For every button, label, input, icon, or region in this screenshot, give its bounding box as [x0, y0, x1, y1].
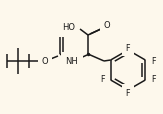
Text: F: F [100, 75, 105, 84]
Text: F: F [126, 88, 130, 97]
Text: HO: HO [62, 23, 75, 32]
Text: O: O [104, 21, 111, 30]
Text: O: O [42, 57, 48, 66]
Text: F: F [151, 57, 156, 66]
Text: O: O [58, 24, 64, 33]
Text: NH: NH [66, 57, 78, 66]
Text: F: F [151, 75, 156, 84]
Text: F: F [126, 44, 130, 53]
